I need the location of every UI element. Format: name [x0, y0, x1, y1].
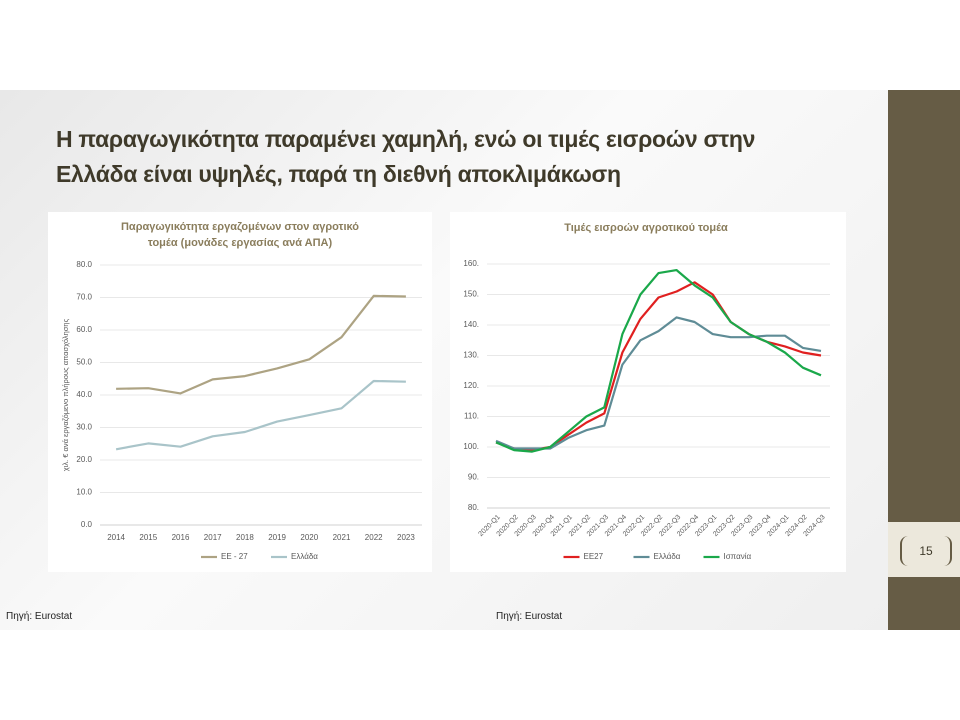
x-tick-label: 2018 [236, 533, 254, 542]
legend-label: ΕΕ27 [584, 552, 604, 561]
y-tick-label: 40.0 [76, 390, 92, 399]
x-tick-label: 2023 [397, 533, 415, 542]
y-tick-label: 30.0 [76, 423, 92, 432]
y-tick-label: 10.0 [76, 488, 92, 497]
chart-title: Παραγωγικότητα εργαζομένων στον αγροτικό… [121, 221, 359, 249]
y-tick-label: 130. [463, 351, 479, 360]
chart-title: Τιμές εισροών αγροτικού τομέα [564, 222, 728, 234]
y-tick-label: 110. [464, 412, 479, 421]
y-tick-label: 160. [463, 259, 479, 268]
y-tick-label: 70.0 [76, 293, 92, 302]
chart-bg [450, 212, 846, 572]
charts: Παραγωγικότητα εργαζομένων στον αγροτικό… [48, 212, 846, 572]
legend-label: Ελλάδα [654, 552, 681, 561]
y-tick-label: 100. [463, 442, 479, 451]
x-tick-label: 2020 [300, 533, 318, 542]
source: Πηγή: Eurostat [496, 611, 563, 622]
chart-bg [48, 212, 432, 572]
x-tick-label: 2021 [333, 533, 351, 542]
y-tick-label: 0.0 [81, 520, 93, 529]
line [116, 294, 406, 395]
slide-title: Η παραγωγικότητα παραμένει χαμηλή, ενώ ο… [56, 126, 756, 187]
y-tick-label: 150. [463, 290, 479, 299]
x-tick-label: 2022 [365, 533, 383, 542]
y-tick-label: 90. [468, 473, 479, 482]
line [115, 379, 406, 451]
y-tick-label: 120. [463, 381, 479, 390]
y-tick-label: 80.0 [76, 260, 92, 269]
y-tick-label: 80. [468, 503, 479, 512]
y-tick-label: 140. [463, 320, 479, 329]
x-tick-label: 2016 [172, 533, 190, 542]
legend-label: ΕΕ - 27 [221, 552, 248, 561]
x-tick-label: 2017 [204, 533, 222, 542]
source: Πηγή: Eurostat [6, 611, 73, 622]
legend-label: Ελλάδα [291, 552, 318, 561]
legend-label: Ισπανία [724, 552, 752, 561]
line [495, 269, 822, 453]
page-number-box: 15 [888, 522, 960, 577]
y-axis-label: χιλ. € ανά εργαζόμενο πλήρους απασχόληση… [61, 318, 70, 471]
x-tick-label: 2019 [268, 533, 286, 542]
y-tick-label: 50.0 [76, 358, 92, 367]
page-number: 15 [900, 536, 952, 566]
x-tick-label: 2015 [139, 533, 157, 542]
line [495, 316, 822, 450]
x-tick-label: 2014 [107, 533, 125, 542]
y-tick-label: 20.0 [76, 455, 92, 464]
y-tick-label: 60.0 [76, 325, 92, 334]
